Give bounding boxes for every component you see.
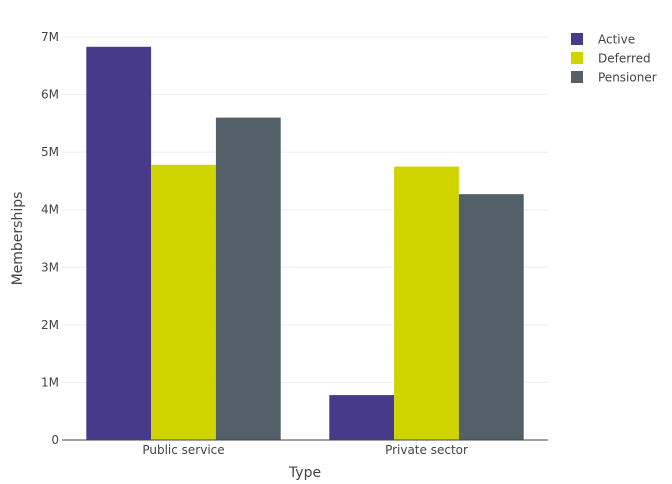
legend-label: Deferred xyxy=(598,52,651,66)
x-tick-label: Private sector xyxy=(385,443,468,457)
legend-label: Pensioner xyxy=(598,71,657,85)
bar-deferred-1[interactable] xyxy=(151,164,216,440)
x-axis-title: Type xyxy=(288,465,321,480)
legend-label: Active xyxy=(598,33,635,47)
legend-swatch xyxy=(571,33,583,45)
legend-swatch xyxy=(571,52,583,64)
bar-active-2[interactable] xyxy=(329,395,395,440)
axes: 0 1M 2M 3M 4M 5M 6M 7M Public service Private sec… xyxy=(41,30,548,457)
bars xyxy=(86,46,524,441)
y-tick-label: 3M xyxy=(41,260,59,274)
y-tick-label: 1M xyxy=(41,375,59,389)
bar-active-1[interactable] xyxy=(86,46,152,441)
legend-item-deferred[interactable]: Deferred xyxy=(571,52,651,66)
bar-pensioner-1[interactable] xyxy=(215,117,281,440)
legend-item-active[interactable]: Active xyxy=(571,33,635,47)
legend: Active Deferred Pensioner xyxy=(571,33,657,85)
bar-deferred-2[interactable] xyxy=(394,166,459,441)
bar-pensioner-2[interactable] xyxy=(458,194,524,440)
x-tick-label: Public service xyxy=(142,443,224,457)
legend-item-pensioner[interactable]: Pensioner xyxy=(571,71,657,85)
y-tick-label: 0 xyxy=(51,433,59,447)
y-tick-label: 5M xyxy=(41,145,59,159)
y-axis-title: Memberships xyxy=(10,192,26,286)
y-tick-label: 4M xyxy=(41,203,59,217)
y-tick-label: 2M xyxy=(41,318,59,332)
y-tick-label: 7M xyxy=(41,30,59,44)
legend-swatch xyxy=(571,71,583,83)
y-tick-label: 6M xyxy=(41,88,59,102)
